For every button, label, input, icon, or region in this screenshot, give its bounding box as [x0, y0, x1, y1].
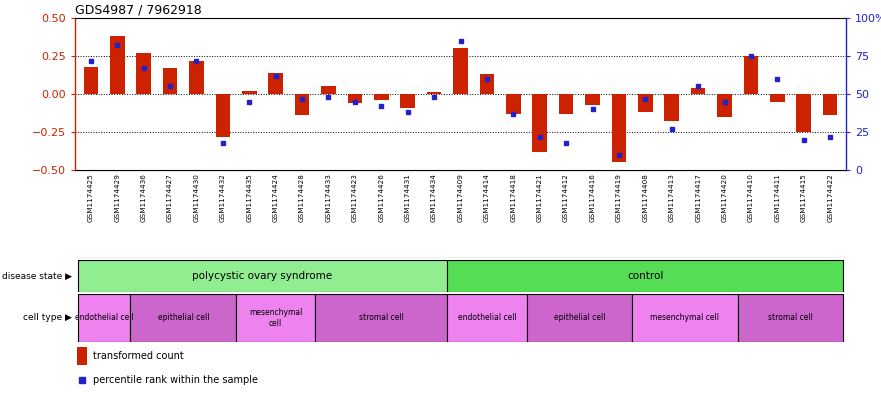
Bar: [744, 56, 759, 94]
Bar: [84, 67, 98, 94]
Bar: [78, 294, 130, 342]
Bar: [401, 94, 415, 108]
Text: GSM1174413: GSM1174413: [669, 173, 675, 222]
Text: GSM1174411: GSM1174411: [774, 173, 781, 222]
Text: control: control: [627, 271, 663, 281]
Bar: [163, 68, 177, 94]
Text: GDS4987 / 7962918: GDS4987 / 7962918: [75, 4, 202, 17]
Text: transformed count: transformed count: [93, 351, 183, 361]
Text: GSM1174422: GSM1174422: [827, 173, 833, 222]
Text: GSM1174426: GSM1174426: [378, 173, 384, 222]
Text: epithelial cell: epithelial cell: [553, 314, 605, 323]
Text: GSM1174431: GSM1174431: [404, 173, 411, 222]
Bar: [585, 94, 600, 105]
Text: stromal cell: stromal cell: [768, 314, 813, 323]
Bar: [823, 94, 838, 115]
Text: GSM1174435: GSM1174435: [247, 173, 252, 222]
Text: endothelial cell: endothelial cell: [457, 314, 516, 323]
Text: GSM1174418: GSM1174418: [510, 173, 516, 222]
Text: GSM1174415: GSM1174415: [801, 173, 807, 222]
Bar: [448, 260, 843, 292]
Text: GSM1174417: GSM1174417: [695, 173, 701, 222]
Bar: [78, 347, 87, 365]
Text: GSM1174425: GSM1174425: [88, 173, 94, 222]
Bar: [426, 92, 441, 94]
Text: GSM1174419: GSM1174419: [616, 173, 622, 222]
Text: GSM1174420: GSM1174420: [722, 173, 728, 222]
Bar: [137, 53, 151, 94]
Bar: [717, 94, 732, 117]
Bar: [236, 294, 315, 342]
Text: GSM1174433: GSM1174433: [325, 173, 331, 222]
Text: percentile rank within the sample: percentile rank within the sample: [93, 375, 257, 385]
Text: cell type ▶: cell type ▶: [23, 314, 72, 323]
Bar: [506, 94, 521, 114]
Text: GSM1174430: GSM1174430: [194, 173, 199, 222]
Bar: [664, 94, 679, 121]
Bar: [559, 94, 574, 114]
Text: GSM1174408: GSM1174408: [642, 173, 648, 222]
Bar: [110, 36, 124, 94]
Text: mesenchymal
cell: mesenchymal cell: [249, 308, 302, 328]
Text: mesenchymal cell: mesenchymal cell: [650, 314, 720, 323]
Text: polycystic ovary syndrome: polycystic ovary syndrome: [192, 271, 332, 281]
Bar: [269, 73, 283, 94]
Bar: [770, 94, 785, 102]
Text: disease state ▶: disease state ▶: [2, 272, 72, 281]
Text: GSM1174414: GSM1174414: [484, 173, 490, 222]
Bar: [453, 48, 468, 94]
Bar: [638, 94, 653, 112]
Bar: [189, 61, 204, 94]
Bar: [448, 294, 527, 342]
Bar: [78, 260, 448, 292]
Bar: [796, 94, 811, 132]
Text: GSM1174416: GSM1174416: [589, 173, 596, 222]
Text: GSM1174423: GSM1174423: [352, 173, 358, 222]
Text: GSM1174412: GSM1174412: [563, 173, 569, 222]
Bar: [322, 86, 336, 94]
Bar: [242, 91, 256, 94]
Text: epithelial cell: epithelial cell: [158, 314, 209, 323]
Bar: [691, 88, 706, 94]
Bar: [348, 94, 362, 103]
Text: GSM1174421: GSM1174421: [537, 173, 543, 222]
Text: GSM1174410: GSM1174410: [748, 173, 754, 222]
Bar: [737, 294, 843, 342]
Bar: [611, 94, 626, 162]
Text: GSM1174436: GSM1174436: [141, 173, 146, 222]
Bar: [479, 74, 494, 94]
Text: GSM1174424: GSM1174424: [273, 173, 278, 222]
Text: GSM1174427: GSM1174427: [167, 173, 173, 222]
Bar: [633, 294, 737, 342]
Bar: [532, 94, 547, 152]
Text: GSM1174409: GSM1174409: [457, 173, 463, 222]
Text: GSM1174432: GSM1174432: [220, 173, 226, 222]
Bar: [295, 94, 309, 115]
Bar: [374, 94, 389, 100]
Text: endothelial cell: endothelial cell: [75, 314, 133, 323]
Text: stromal cell: stromal cell: [359, 314, 403, 323]
Bar: [130, 294, 236, 342]
Bar: [315, 294, 448, 342]
Text: GSM1174429: GSM1174429: [115, 173, 120, 222]
Text: GSM1174428: GSM1174428: [299, 173, 305, 222]
Bar: [216, 94, 230, 136]
Bar: [527, 294, 633, 342]
Text: GSM1174434: GSM1174434: [431, 173, 437, 222]
